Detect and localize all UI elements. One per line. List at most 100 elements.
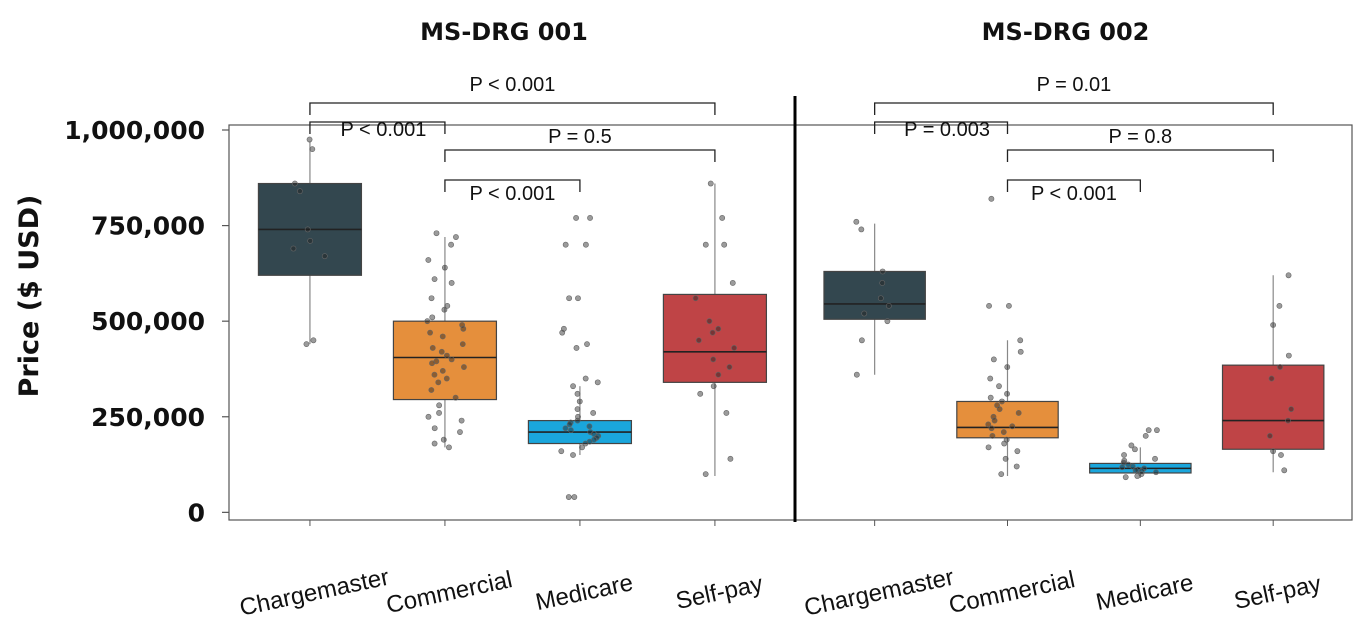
data-point bbox=[309, 146, 316, 153]
data-point bbox=[1285, 417, 1291, 424]
box-iqr bbox=[662, 293, 768, 383]
data-point bbox=[433, 230, 440, 237]
data-point bbox=[715, 325, 722, 332]
data-point bbox=[985, 444, 992, 451]
data-point bbox=[436, 402, 443, 409]
data-point bbox=[582, 375, 589, 382]
data-point bbox=[695, 337, 702, 344]
data-point bbox=[877, 295, 884, 302]
data-point bbox=[444, 302, 451, 309]
box-self-pay bbox=[662, 180, 768, 478]
data-point bbox=[1288, 406, 1295, 413]
data-point bbox=[1277, 364, 1283, 370]
significance-bracket: P < 0.001 bbox=[1006, 179, 1141, 205]
data-point bbox=[1017, 348, 1024, 355]
data-point bbox=[1154, 427, 1160, 434]
axis-layer: 0 250,000 500,000 750,000 1,000,000 bbox=[64, 116, 229, 527]
data-point bbox=[721, 241, 728, 248]
data-point bbox=[1121, 452, 1127, 458]
data-point bbox=[988, 425, 995, 432]
data-point bbox=[1017, 337, 1024, 344]
p-value-label: P < 0.001 bbox=[341, 119, 427, 141]
data-point bbox=[435, 379, 442, 386]
box-commercial bbox=[956, 195, 1059, 478]
data-point bbox=[297, 188, 303, 195]
data-point bbox=[1134, 473, 1141, 479]
p-value-label: P < 0.001 bbox=[1031, 183, 1117, 205]
data-point bbox=[594, 379, 601, 386]
x-tick-label: Chargemaster bbox=[237, 564, 391, 622]
panel-title: MS-DRG 002 bbox=[982, 18, 1150, 46]
data-point bbox=[458, 417, 465, 424]
data-point bbox=[439, 367, 446, 374]
data-point bbox=[1285, 272, 1292, 279]
x-tick-label: Commercial bbox=[384, 566, 515, 619]
significance-bracket: P = 0.003 bbox=[874, 119, 1009, 141]
data-point bbox=[429, 360, 435, 367]
significance-bracket: P < 0.001 bbox=[444, 179, 581, 205]
data-point bbox=[562, 425, 569, 432]
data-point bbox=[987, 375, 994, 382]
data-point bbox=[428, 387, 435, 393]
box-chargemaster bbox=[257, 136, 363, 348]
data-point bbox=[1278, 452, 1284, 458]
data-point bbox=[440, 436, 447, 443]
p-value-label: P < 0.001 bbox=[470, 74, 556, 96]
bracket-line bbox=[874, 121, 1009, 134]
x-tick-label: Self-pay bbox=[1232, 570, 1324, 615]
data-point bbox=[443, 352, 450, 359]
data-point bbox=[885, 302, 892, 309]
data-point bbox=[429, 345, 436, 351]
x-tick-label: Chargemaster bbox=[802, 564, 956, 622]
data-point bbox=[858, 337, 865, 344]
data-point bbox=[1129, 463, 1136, 470]
box-medicare bbox=[1089, 427, 1192, 481]
data-point bbox=[574, 390, 581, 397]
data-point bbox=[1128, 442, 1135, 449]
data-point bbox=[424, 318, 431, 325]
data-point bbox=[304, 226, 311, 233]
data-point bbox=[709, 329, 716, 336]
p-value-label: P = 0.01 bbox=[1037, 74, 1112, 96]
data-point bbox=[1009, 423, 1016, 430]
data-point bbox=[568, 427, 574, 434]
data-point bbox=[702, 471, 709, 478]
data-point bbox=[448, 356, 455, 363]
data-point bbox=[582, 440, 589, 447]
data-point bbox=[987, 394, 994, 401]
data-point bbox=[584, 341, 590, 348]
y-tick-label: 1,000,000 bbox=[64, 116, 205, 145]
data-point bbox=[1013, 463, 1020, 470]
data-point bbox=[1000, 429, 1007, 435]
data-point bbox=[991, 417, 998, 424]
data-point bbox=[306, 136, 313, 143]
significance-bracket: P = 0.01 bbox=[874, 74, 1274, 115]
data-point bbox=[989, 432, 996, 439]
data-point bbox=[431, 276, 438, 283]
data-point bbox=[443, 375, 450, 382]
data-point bbox=[310, 337, 317, 344]
data-point bbox=[425, 257, 432, 263]
bracket-line bbox=[444, 179, 581, 192]
data-point bbox=[729, 280, 736, 286]
data-point bbox=[307, 237, 314, 244]
data-point bbox=[1119, 464, 1126, 471]
data-point bbox=[1004, 364, 1011, 370]
significance-bracket: P < 0.001 bbox=[309, 74, 716, 115]
data-point bbox=[448, 280, 455, 286]
p-value-label: P = 0.003 bbox=[904, 119, 990, 141]
data-point bbox=[575, 295, 581, 302]
data-point bbox=[999, 398, 1005, 405]
data-point bbox=[1276, 302, 1283, 309]
data-point bbox=[558, 448, 565, 455]
data-point bbox=[853, 371, 860, 378]
significance-bracket: P = 0.5 bbox=[444, 126, 716, 162]
data-point bbox=[861, 310, 868, 317]
data-point bbox=[1268, 375, 1275, 382]
y-tick-label: 0 bbox=[188, 498, 205, 527]
data-point bbox=[448, 241, 454, 248]
data-point bbox=[439, 333, 446, 340]
